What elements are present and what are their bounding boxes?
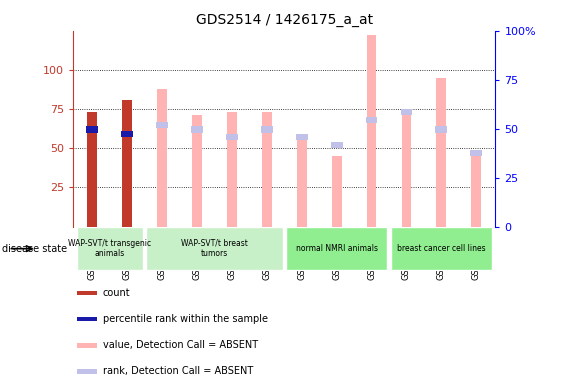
Text: breast cancer cell lines: breast cancer cell lines <box>397 244 486 253</box>
Text: value, Detection Call = ABSENT: value, Detection Call = ABSENT <box>103 340 258 350</box>
Bar <box>471 153 481 227</box>
Text: rank, Detection Call = ABSENT: rank, Detection Call = ABSENT <box>103 366 253 376</box>
Bar <box>226 134 238 141</box>
Bar <box>77 369 97 374</box>
Bar <box>77 317 97 321</box>
Bar <box>261 126 273 132</box>
Bar <box>401 112 412 227</box>
Bar <box>365 117 377 123</box>
Bar <box>146 227 283 270</box>
Bar <box>122 100 132 227</box>
Text: count: count <box>103 288 131 298</box>
Bar <box>262 112 272 227</box>
Bar <box>391 227 492 270</box>
Bar <box>367 35 377 227</box>
Bar <box>286 227 387 270</box>
Bar <box>192 115 202 227</box>
Title: GDS2514 / 1426175_a_at: GDS2514 / 1426175_a_at <box>196 13 373 27</box>
Bar <box>87 112 97 227</box>
Bar <box>330 142 343 148</box>
Bar <box>77 227 143 270</box>
Bar <box>227 112 237 227</box>
Bar <box>191 126 203 132</box>
Bar <box>157 122 168 128</box>
Bar <box>400 109 412 115</box>
Text: disease state: disease state <box>2 243 68 254</box>
Bar <box>87 126 99 132</box>
Bar <box>296 134 308 141</box>
Text: percentile rank within the sample: percentile rank within the sample <box>103 314 268 324</box>
Bar <box>122 131 133 137</box>
Text: normal NMRI animals: normal NMRI animals <box>296 244 378 253</box>
Bar <box>297 137 307 227</box>
Bar <box>157 89 167 227</box>
Bar <box>77 343 97 348</box>
Bar <box>77 291 97 295</box>
Bar <box>435 126 447 132</box>
Text: WAP-SVT/t transgenic
animals: WAP-SVT/t transgenic animals <box>68 239 151 258</box>
Text: WAP-SVT/t breast
tumors: WAP-SVT/t breast tumors <box>181 239 248 258</box>
Bar <box>332 156 342 227</box>
Bar <box>470 150 482 156</box>
Bar <box>436 78 446 227</box>
